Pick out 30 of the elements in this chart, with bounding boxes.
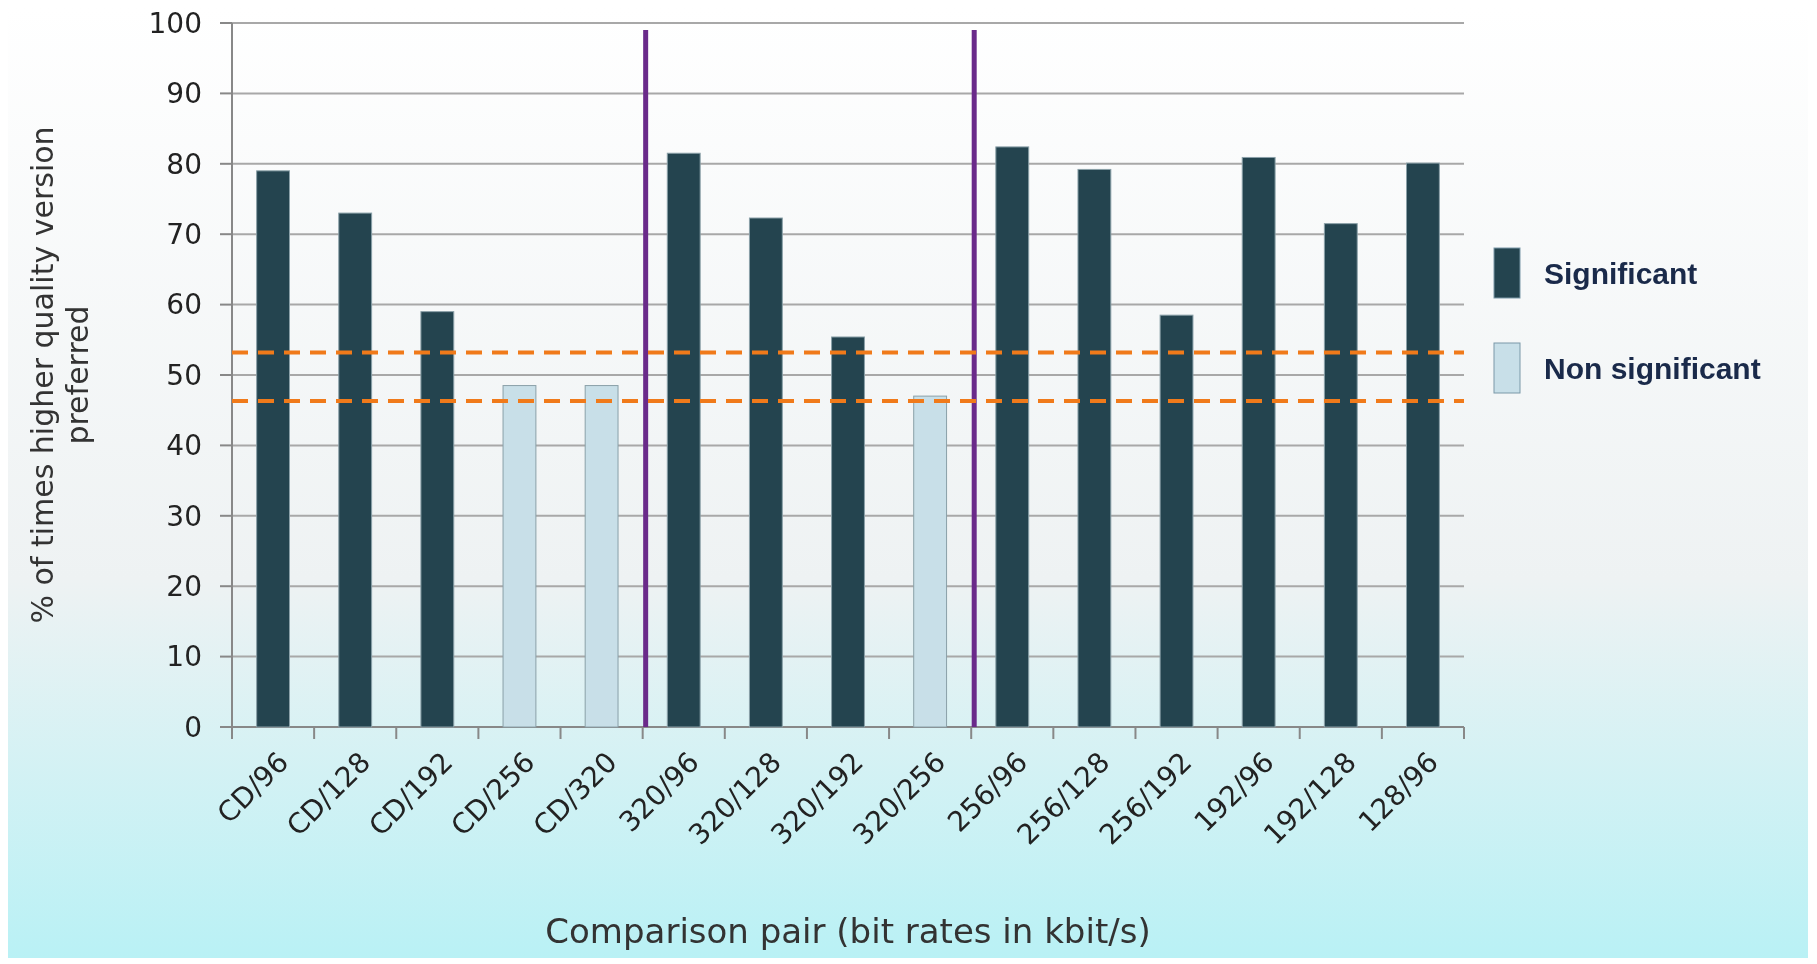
x-axis-title: Comparison pair (bit rates in kbit/s) bbox=[545, 911, 1151, 951]
bar bbox=[1077, 168, 1112, 728]
bar bbox=[1406, 162, 1440, 728]
legend-label: Significant bbox=[1544, 256, 1698, 290]
y-tick-label: 30 bbox=[166, 499, 202, 533]
bar bbox=[256, 170, 290, 728]
y-tick-label: 0 bbox=[184, 710, 202, 744]
legend-label: Non significant bbox=[1544, 351, 1761, 385]
y-tick-label: 10 bbox=[166, 640, 202, 674]
y-axis-title: % of times higher quality version preferred bbox=[25, 126, 95, 624]
bar bbox=[913, 395, 948, 728]
y-tick-label: 40 bbox=[166, 429, 202, 463]
bar bbox=[995, 146, 1030, 728]
bar bbox=[1323, 223, 1358, 728]
bar bbox=[831, 336, 865, 728]
y-tick-label: 80 bbox=[166, 147, 202, 181]
bar bbox=[584, 385, 619, 728]
y-tick-label: 60 bbox=[166, 288, 202, 322]
bar bbox=[502, 385, 537, 728]
y-tick-label: 20 bbox=[166, 570, 202, 603]
bar bbox=[420, 311, 455, 728]
y-tick-label: 100 bbox=[148, 6, 202, 40]
bar bbox=[1241, 156, 1276, 728]
bar bbox=[338, 212, 373, 728]
y-tick-label: 50 bbox=[166, 358, 202, 392]
y-tick-label: 70 bbox=[166, 218, 202, 251]
bar bbox=[1159, 314, 1194, 728]
bar bbox=[666, 152, 701, 728]
y-tick-label: 90 bbox=[166, 77, 202, 111]
bar bbox=[748, 217, 783, 728]
